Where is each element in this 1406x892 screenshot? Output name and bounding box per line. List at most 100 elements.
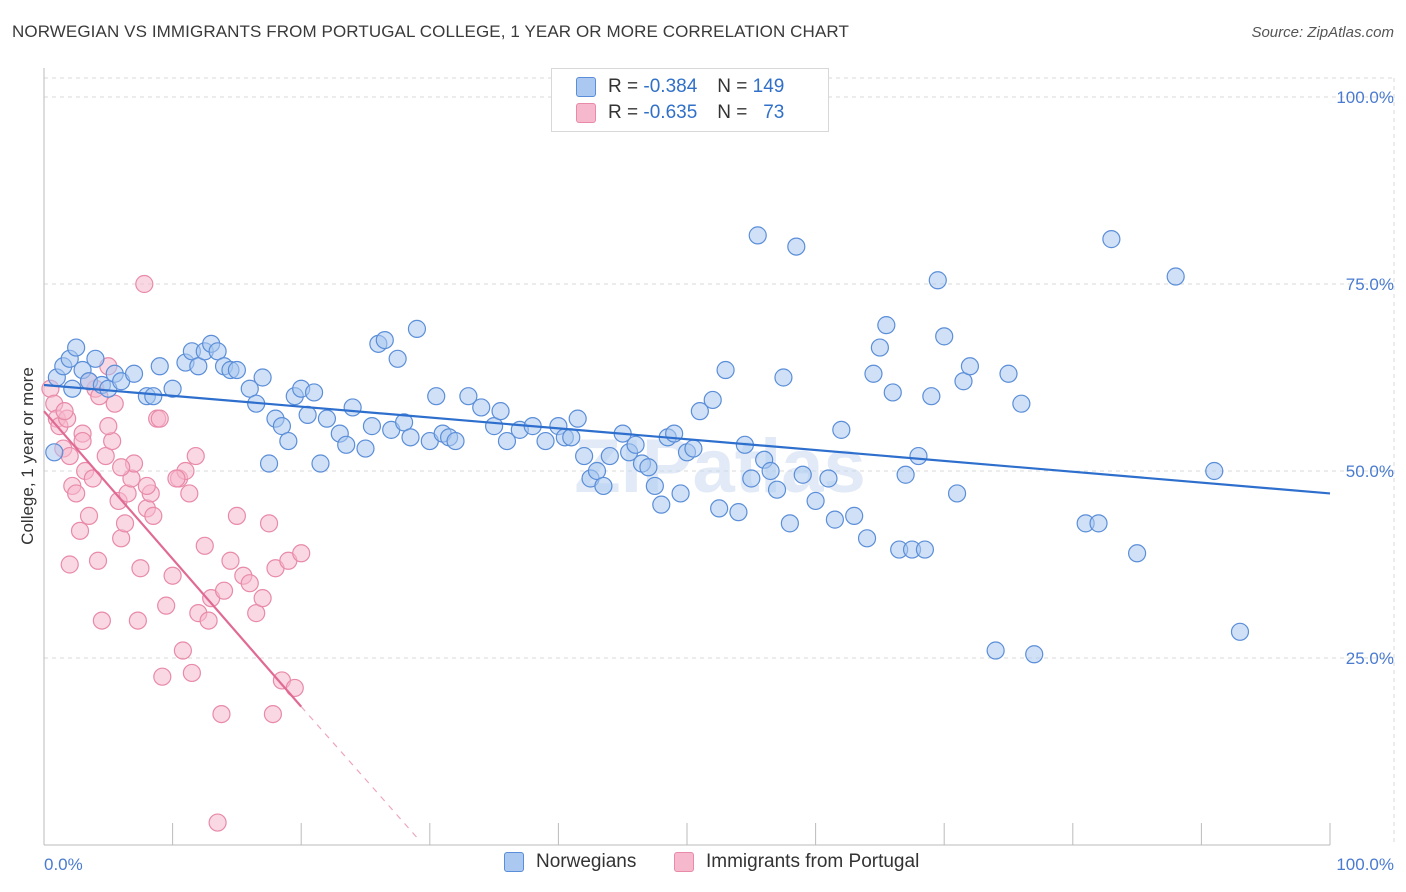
point-norwegian bbox=[497, 431, 517, 451]
point-norwegian bbox=[362, 417, 382, 436]
series-norwegians bbox=[45, 226, 1250, 664]
point-norwegian bbox=[761, 461, 780, 481]
point-norwegian bbox=[793, 465, 812, 484]
point-norwegian bbox=[716, 360, 735, 380]
point-norwegian bbox=[710, 499, 729, 518]
x-tick-label: 100.0% bbox=[1336, 855, 1394, 874]
point-norwegian bbox=[928, 271, 947, 290]
point-norwegian bbox=[472, 398, 491, 417]
point-norwegian bbox=[825, 510, 844, 529]
correlation-legend: R = -0.384 N = 149 R = -0.635 N = 73 bbox=[551, 68, 829, 132]
point-norwegian bbox=[163, 379, 182, 398]
point-portugal bbox=[221, 551, 240, 570]
point-norwegian bbox=[915, 540, 935, 559]
bottom-legend-swatch-portugal bbox=[674, 852, 694, 872]
point-norwegian bbox=[144, 387, 163, 406]
point-norwegian bbox=[748, 226, 767, 245]
point-norwegian bbox=[562, 428, 581, 447]
point-norwegian bbox=[67, 338, 86, 357]
point-norwegian bbox=[575, 446, 594, 466]
point-norwegian bbox=[954, 372, 973, 391]
point-norwegian bbox=[45, 443, 64, 462]
point-norwegian bbox=[787, 237, 806, 256]
point-norwegian bbox=[253, 368, 272, 387]
point-norwegian bbox=[703, 390, 722, 410]
point-norwegian bbox=[1166, 267, 1185, 286]
point-norwegian bbox=[259, 454, 279, 473]
point-norwegian bbox=[742, 469, 761, 488]
point-portugal bbox=[247, 604, 266, 623]
point-norwegian bbox=[877, 316, 896, 335]
bottom-legend-label-norwegians: Norwegians bbox=[536, 851, 637, 872]
trend-line-norwegians bbox=[43, 383, 1331, 495]
point-norwegian bbox=[311, 454, 330, 473]
legend-r-label: R = bbox=[608, 76, 639, 97]
legend-n-value: 149 bbox=[752, 76, 785, 97]
point-portugal bbox=[212, 704, 231, 724]
point-norwegian bbox=[883, 383, 902, 402]
bottom-legend-swatch-norwegians bbox=[504, 852, 524, 872]
point-norwegian bbox=[1102, 230, 1121, 249]
legend-swatch-portugal bbox=[576, 103, 596, 123]
point-norwegian bbox=[767, 480, 787, 499]
y-tick-label: 25.0% bbox=[1346, 649, 1394, 668]
point-norwegian bbox=[986, 641, 1005, 660]
point-norwegian bbox=[600, 446, 619, 466]
point-norwegian bbox=[857, 529, 877, 548]
bottom-legend-label-portugal: Immigrants from Portugal bbox=[706, 851, 920, 872]
chart-title: NORWEGIAN VS IMMIGRANTS FROM PORTUGAL CO… bbox=[12, 22, 849, 41]
point-norwegian bbox=[870, 338, 890, 357]
trend-lines bbox=[43, 383, 1331, 838]
legend-n-label: N = bbox=[717, 102, 748, 123]
point-norwegian bbox=[587, 461, 607, 481]
point-norwegian bbox=[150, 357, 169, 376]
legend-r-label: R = bbox=[608, 102, 639, 123]
point-portugal bbox=[180, 484, 199, 503]
legend-n-label: N = bbox=[717, 76, 748, 97]
y-tick-label: 100.0% bbox=[1336, 88, 1394, 107]
point-norwegian bbox=[774, 368, 793, 387]
point-norwegian bbox=[375, 331, 394, 350]
point-norwegian bbox=[1012, 394, 1031, 413]
point-portugal bbox=[60, 446, 79, 466]
point-norwegian bbox=[671, 484, 690, 503]
point-norwegian bbox=[356, 439, 375, 458]
point-norwegian bbox=[189, 357, 208, 376]
y-axis-label: College, 1 year or more bbox=[18, 367, 37, 545]
point-norwegian bbox=[626, 435, 645, 454]
point-norwegian bbox=[1127, 544, 1147, 563]
point-portugal bbox=[67, 484, 86, 503]
point-portugal bbox=[259, 514, 279, 533]
point-norwegian bbox=[645, 476, 664, 496]
point-norwegian bbox=[1205, 461, 1224, 481]
point-norwegian bbox=[298, 405, 317, 424]
point-norwegian bbox=[960, 357, 980, 376]
point-norwegian bbox=[864, 364, 883, 383]
point-norwegian bbox=[896, 465, 915, 484]
point-portugal bbox=[214, 581, 234, 600]
point-portugal bbox=[240, 574, 259, 593]
point-portugal bbox=[167, 469, 186, 488]
point-portugal bbox=[70, 521, 90, 540]
point-portugal bbox=[92, 611, 111, 630]
y-tick-label: 75.0% bbox=[1346, 275, 1394, 294]
x-tick-label: 0.0% bbox=[44, 855, 83, 874]
y-tick-label: 50.0% bbox=[1346, 462, 1394, 481]
point-portugal bbox=[157, 596, 176, 615]
legend-r-value: -0.384 bbox=[643, 76, 698, 97]
point-norwegian bbox=[317, 409, 337, 428]
legend-row-norwegians: R = -0.384 N = 149 bbox=[576, 75, 784, 99]
point-norwegian bbox=[909, 446, 928, 466]
point-portugal bbox=[55, 402, 74, 421]
legend-row-portugal: R = -0.635 N = 73 bbox=[576, 101, 784, 125]
point-portugal bbox=[103, 431, 122, 451]
point-portugal bbox=[115, 514, 135, 533]
point-portugal bbox=[135, 274, 154, 294]
point-norwegian bbox=[240, 379, 259, 398]
point-norwegian bbox=[279, 431, 298, 451]
point-portugal bbox=[227, 506, 246, 525]
trend-line-portugal bbox=[43, 410, 303, 708]
point-portugal bbox=[137, 476, 156, 496]
point-norwegian bbox=[208, 342, 227, 361]
